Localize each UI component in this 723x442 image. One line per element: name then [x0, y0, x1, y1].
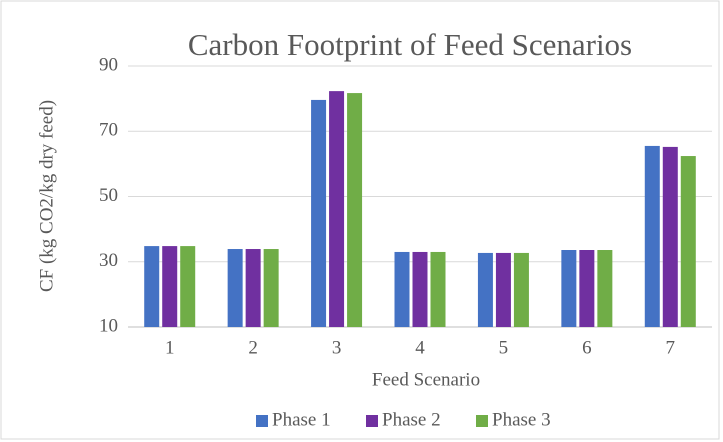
bar — [680, 156, 696, 327]
bar — [162, 246, 178, 327]
bar — [579, 250, 595, 327]
bar — [263, 249, 279, 327]
y-axis-label: CF (kg CO2/kg dry feed) — [36, 100, 57, 292]
bar — [311, 99, 327, 328]
x-tick-label: 1 — [165, 337, 175, 358]
bar — [477, 252, 493, 327]
bar — [430, 251, 446, 327]
chart-title: Carbon Footprint of Feed Scenarios — [188, 27, 632, 62]
bar — [394, 251, 410, 327]
y-tick-label: 50 — [99, 185, 118, 206]
bar — [644, 145, 660, 327]
bar — [180, 246, 196, 327]
y-tick-label: 70 — [99, 120, 118, 141]
bar — [329, 91, 345, 327]
legend-swatch — [256, 415, 268, 427]
x-tick-label: 7 — [666, 337, 676, 358]
x-tick-label: 2 — [248, 337, 258, 358]
bar — [412, 251, 428, 327]
bar — [662, 146, 678, 327]
x-tick-label: 4 — [415, 337, 425, 358]
bar — [495, 252, 511, 327]
bar — [144, 246, 160, 327]
legend-label: Phase 3 — [492, 409, 551, 430]
bar — [561, 250, 577, 327]
legend-label: Phase 2 — [382, 409, 441, 430]
y-tick-label: 30 — [99, 250, 118, 271]
bar — [245, 249, 261, 327]
y-tick-label: 90 — [99, 54, 118, 75]
x-tick-label: 5 — [499, 337, 509, 358]
y-tick-label: 10 — [99, 315, 118, 336]
bar — [347, 93, 363, 327]
legend-swatch — [366, 415, 378, 427]
legend-label: Phase 1 — [272, 409, 331, 430]
bar — [513, 252, 529, 327]
x-axis-label: Feed Scenario — [372, 369, 480, 390]
bar — [227, 249, 243, 327]
legend-swatch — [476, 415, 488, 427]
bar — [597, 250, 613, 327]
x-tick-label: 3 — [332, 337, 342, 358]
x-tick-label: 6 — [582, 337, 592, 358]
